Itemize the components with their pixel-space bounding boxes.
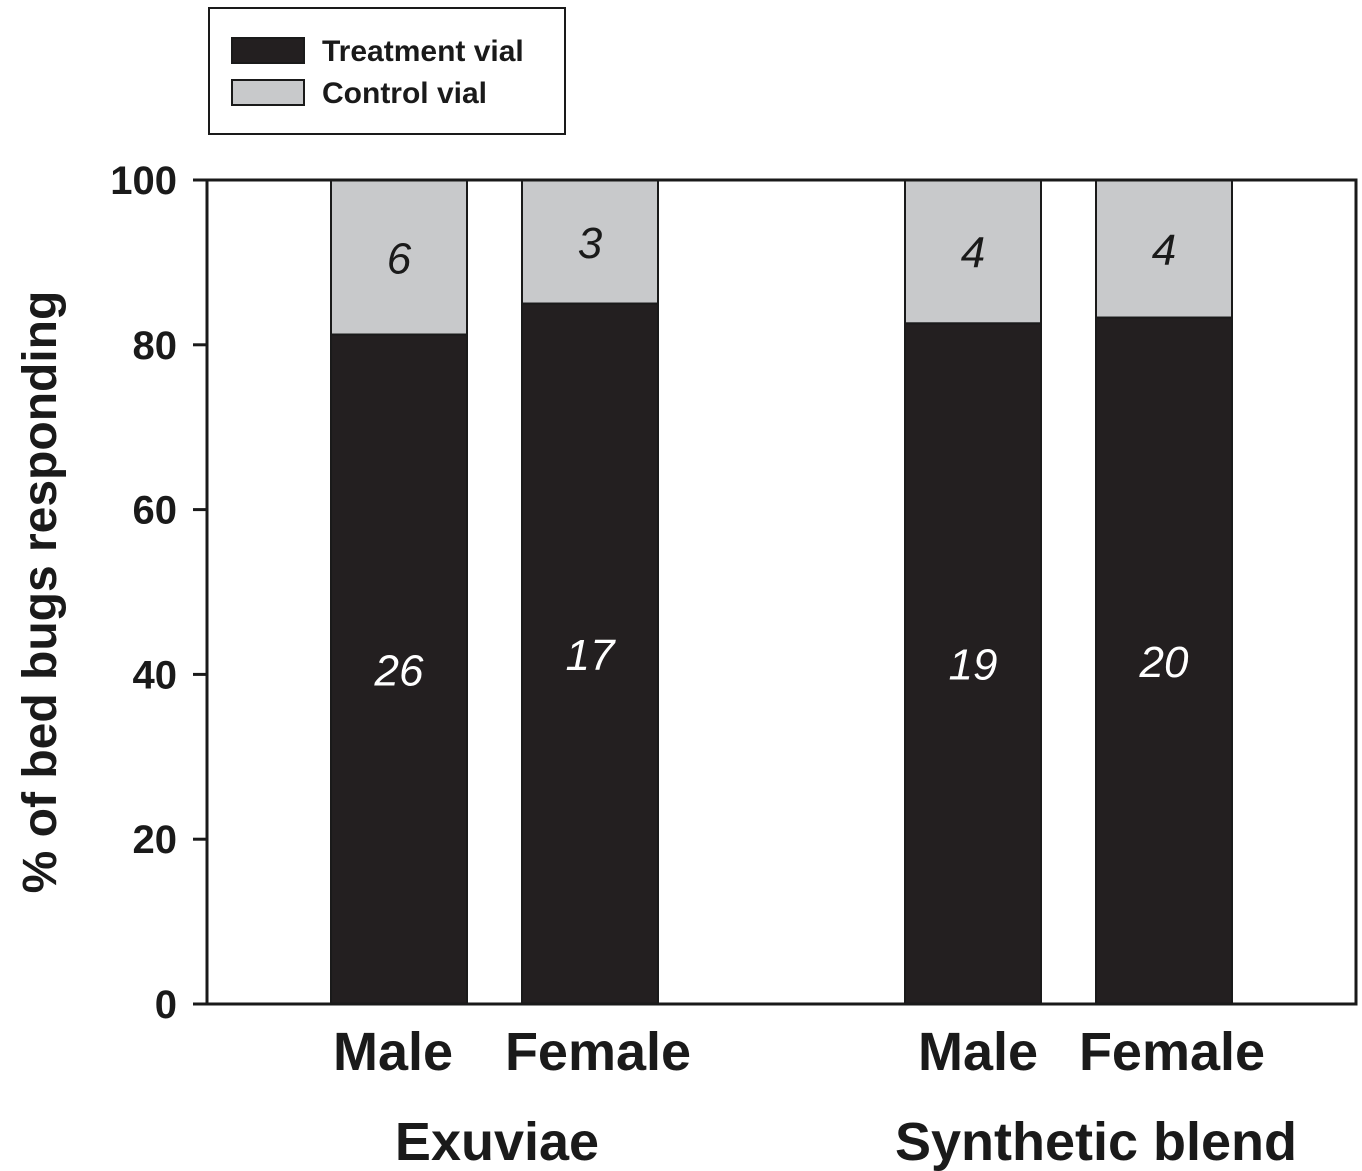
bars	[330, 179, 1233, 1006]
legend-box	[208, 7, 566, 135]
category-label: Male	[333, 1022, 453, 1082]
count-label-treatment: 20	[1139, 638, 1189, 687]
count-label-control: 4	[1152, 226, 1176, 275]
bar-control	[521, 179, 659, 305]
bar-treatment	[1095, 316, 1233, 1006]
count-label-control: 3	[578, 219, 603, 268]
count-label-treatment: 19	[949, 641, 998, 690]
category-labels: Male Female Male Female	[333, 1022, 1265, 1082]
bar-treatment	[330, 333, 468, 1005]
y-tick-label: 60	[133, 489, 178, 533]
category-label: Male	[918, 1022, 1038, 1082]
y-axis-title: % of bed bugs responding	[14, 291, 67, 894]
plot-frame	[205, 178, 1358, 1006]
count-label-treatment: 17	[566, 631, 616, 680]
y-tick-label: 0	[155, 983, 177, 1027]
y-tick-label: 20	[133, 818, 178, 862]
y-tick-label: 40	[133, 653, 178, 697]
legend-label-control: Control vial	[322, 77, 487, 110]
legend: Treatment vial Control vial	[208, 7, 566, 135]
y-axis-ticks: 0 20 40 60 80 100	[110, 159, 207, 1027]
count-label-control: 4	[961, 229, 985, 278]
bar-control	[1095, 179, 1233, 319]
count-label-treatment: 26	[374, 646, 424, 695]
y-tick-label: 100	[110, 159, 177, 203]
y-tick-label: 80	[133, 324, 178, 368]
bar-treatment	[904, 322, 1042, 1006]
bar-treatment	[521, 302, 659, 1006]
category-label: Female	[1079, 1022, 1265, 1082]
category-label: Female	[505, 1022, 691, 1082]
legend-swatch-control	[231, 79, 305, 106]
group-label: Synthetic blend	[895, 1112, 1297, 1171]
group-label: Exuviae	[395, 1112, 599, 1171]
count-label-control: 6	[387, 234, 412, 283]
count-labels: 26 6 17 3 19 4 20 4	[374, 219, 1189, 695]
legend-label-treatment: Treatment vial	[322, 35, 524, 68]
bar-control	[904, 179, 1042, 325]
group-labels: Exuviae Synthetic blend	[395, 1112, 1297, 1171]
legend-swatch-treatment	[231, 37, 305, 64]
